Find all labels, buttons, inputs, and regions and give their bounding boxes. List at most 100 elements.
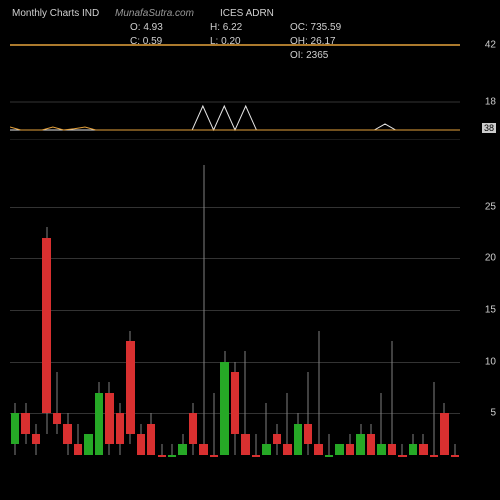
candle (261, 155, 271, 465)
candle (10, 155, 20, 465)
candle (439, 155, 449, 465)
candle (366, 155, 376, 465)
stat-OC: OC: 735.59 (290, 22, 341, 33)
candle-body (367, 434, 375, 455)
lower-axis-tick: 25 (485, 201, 496, 212)
candle (240, 155, 250, 465)
candle-body (74, 444, 82, 454)
candle (324, 155, 334, 465)
candle (41, 155, 51, 465)
candle (251, 155, 261, 465)
candle (313, 155, 323, 465)
candle-body (356, 434, 364, 455)
candle-body (189, 413, 197, 444)
candle-wick (402, 444, 403, 454)
candle (355, 155, 365, 465)
stat-O: O: 4.93 (130, 22, 163, 33)
candle-body (53, 413, 61, 423)
candle-body (11, 413, 19, 444)
candle (387, 155, 397, 465)
candle-wick (391, 341, 392, 455)
candle (136, 155, 146, 465)
lower-axis-tick: 20 (485, 253, 496, 264)
candle (94, 155, 104, 465)
candle-body (440, 413, 448, 454)
upper-line-chart (10, 40, 460, 140)
candle (282, 155, 292, 465)
candle (334, 155, 344, 465)
candle-body (409, 444, 417, 454)
candle-body (178, 444, 186, 454)
lower-panel (10, 155, 460, 465)
candle-body (304, 424, 312, 445)
candle-wick (255, 434, 256, 455)
candle-body (335, 444, 343, 454)
candle (188, 155, 198, 465)
candle-body (42, 238, 50, 414)
candle (272, 155, 282, 465)
candle-body (325, 455, 333, 457)
candle (303, 155, 313, 465)
candle-body (168, 455, 176, 457)
candle (20, 155, 30, 465)
lower-axis-tick: 10 (485, 356, 496, 367)
candle-body (430, 455, 438, 457)
candle-body (147, 424, 155, 455)
candle (198, 155, 208, 465)
candle (230, 155, 240, 465)
candle-body (377, 444, 385, 454)
candle-body (116, 413, 124, 444)
stat-H: H: 6.22 (210, 22, 242, 33)
candle-wick (172, 444, 173, 454)
candle (62, 155, 72, 465)
candle-wick (318, 331, 319, 455)
lower-axis-tick: 15 (485, 305, 496, 316)
title-symbol: ICES ADRN (220, 8, 274, 19)
candle-wick (161, 444, 162, 454)
candle (450, 155, 460, 465)
candle (73, 155, 83, 465)
candle (83, 155, 93, 465)
upper-panel (10, 40, 460, 140)
candle (52, 155, 62, 465)
upper-axis-current: 38 (482, 123, 496, 133)
candle-body (95, 393, 103, 455)
candle-wick (329, 434, 330, 455)
title-left: Monthly Charts IND (12, 8, 99, 19)
candle-body (314, 444, 322, 454)
candle-body (84, 434, 92, 455)
candle-body (451, 455, 459, 457)
upper-axis-tick: 42 (485, 40, 496, 51)
candle (219, 155, 229, 465)
candle-body (21, 413, 29, 434)
candle-body (210, 455, 218, 457)
candle-wick (454, 444, 455, 454)
candle (157, 155, 167, 465)
candle-body (63, 424, 71, 445)
candle-body (388, 444, 396, 454)
candle (429, 155, 439, 465)
candle-body (220, 362, 228, 455)
candle (31, 155, 41, 465)
candle-body (262, 444, 270, 454)
candle-body (137, 434, 145, 455)
candle-wick (203, 165, 204, 454)
candle-body (283, 444, 291, 454)
candle-body (252, 455, 260, 457)
candle (115, 155, 125, 465)
candle (177, 155, 187, 465)
candle (397, 155, 407, 465)
candle-body (419, 444, 427, 454)
candle (418, 155, 428, 465)
candle-body (294, 424, 302, 455)
candle (125, 155, 135, 465)
candle (167, 155, 177, 465)
lower-axis-tick: 5 (490, 408, 496, 419)
candle-body (105, 393, 113, 445)
candle-body (273, 434, 281, 444)
candle (104, 155, 114, 465)
candle-body (32, 434, 40, 444)
candle (376, 155, 386, 465)
candle-wick (433, 382, 434, 454)
candle-body (346, 444, 354, 454)
